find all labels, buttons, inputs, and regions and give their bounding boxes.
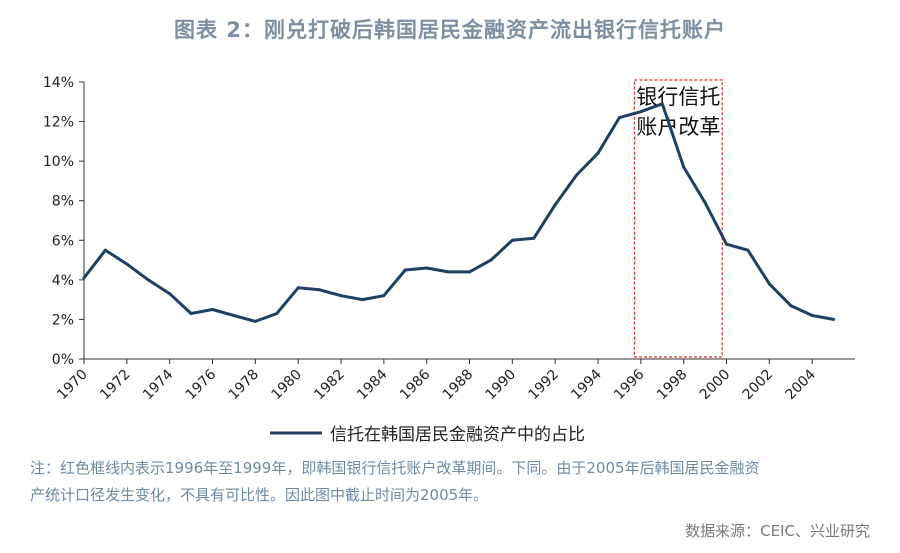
- data-point: [318, 288, 322, 292]
- data-point: [489, 258, 493, 262]
- x-tick-label: 1980: [268, 367, 305, 404]
- data-point: [832, 317, 836, 321]
- x-tick-label: 2004: [782, 366, 819, 403]
- data-point: [575, 173, 579, 177]
- line-chart: 银行信托 账户改革 0%2%4%6%8%10%12%14%1970 1972 197…: [43, 75, 855, 445]
- data-point: [532, 236, 536, 240]
- data-point: [253, 319, 257, 323]
- y-tick-label: 6%: [52, 233, 74, 249]
- highlight-label-line1: 银行信托: [636, 85, 720, 109]
- y-tick-label: 0%: [52, 352, 74, 368]
- data-point: [189, 311, 193, 315]
- data-point: [103, 248, 107, 252]
- series-line: [82, 102, 836, 323]
- data-point: [168, 292, 172, 296]
- x-tick-label: 1990: [483, 367, 520, 404]
- x-tick-label: 1996: [611, 366, 648, 403]
- x-tick-label: 1970: [54, 367, 91, 404]
- footnote-line-1: 注：红色框线内表示1996年至1999年，即韩国银行信托账户改革期间。下同。由于…: [30, 459, 760, 477]
- data-point: [617, 116, 621, 120]
- data-point: [596, 151, 600, 155]
- data-point: [125, 262, 129, 266]
- x-tick-label: 1972: [97, 367, 134, 404]
- x-tick-label: 1986: [397, 366, 434, 403]
- data-point: [275, 311, 279, 315]
- axes: 0%2%4%6%8%10%12%14%1970 1972 1974 1976 1978 1…: [43, 75, 855, 403]
- data-point: [82, 276, 86, 280]
- y-tick-label: 2%: [52, 312, 74, 328]
- x-tick-label: 1998: [654, 367, 691, 404]
- x-tick-label: 1982: [311, 367, 348, 404]
- legend-label: 信托在韩国居民金融资产中的占比: [330, 425, 585, 445]
- data-point: [510, 238, 514, 242]
- x-tick-label: 2000: [697, 367, 734, 404]
- data-point: [789, 304, 793, 308]
- highlight-label-line2: 账户改革: [636, 115, 720, 139]
- y-tick-label: 4%: [52, 273, 74, 289]
- data-point: [403, 268, 407, 272]
- footnote: 注：红色框线内表示1996年至1999年，即韩国银行信托账户改革期间。下同。由于…: [30, 455, 880, 509]
- data-point: [725, 242, 728, 246]
- data-point: [339, 294, 343, 298]
- source-note: 数据来源：CEIC、兴业研究: [685, 522, 870, 540]
- chart-title: 图表 2：刚兑打破后韩国居民金融资产流出银行信托账户: [174, 18, 726, 42]
- highlight-group: 银行信托 账户改革: [633, 79, 723, 358]
- y-tick-label: 12%: [43, 115, 74, 131]
- x-tick-label: 1984: [354, 366, 391, 403]
- data-point: [211, 308, 214, 312]
- legend: 信托在韩国居民金融资产中的占比: [270, 425, 585, 445]
- y-tick-label: 10%: [43, 154, 74, 170]
- data-point: [810, 313, 814, 317]
- data-point: [446, 270, 450, 274]
- data-point: [703, 201, 707, 205]
- y-tick-label: 8%: [52, 194, 74, 210]
- data-point: [382, 294, 386, 298]
- data-point: [639, 110, 643, 114]
- x-tick-label: 1978: [226, 367, 263, 404]
- x-tick-label: 1976: [183, 366, 220, 403]
- data-point: [360, 298, 364, 302]
- data-point: [553, 203, 557, 207]
- x-tick-label: 1992: [525, 367, 562, 404]
- data-point: [660, 102, 664, 106]
- y-tick-label: 14%: [43, 75, 74, 91]
- data-point: [767, 282, 771, 286]
- data-points: [82, 102, 836, 323]
- x-tick-label: 1988: [440, 367, 477, 404]
- x-tick-label: 1994: [568, 366, 605, 403]
- x-tick-label: 2002: [740, 367, 777, 404]
- x-tick-label: 1974: [140, 366, 177, 403]
- data-point: [425, 266, 429, 270]
- highlight-box: [633, 79, 723, 358]
- data-point: [232, 313, 236, 317]
- data-point: [746, 248, 750, 252]
- data-point: [296, 286, 300, 290]
- data-point: [682, 165, 686, 169]
- data-point: [468, 270, 471, 274]
- footnote-line-2: 产统计口径发生变化，不具有可比性。因此图中截止时间为2005年。: [30, 486, 489, 504]
- data-point: [146, 278, 150, 282]
